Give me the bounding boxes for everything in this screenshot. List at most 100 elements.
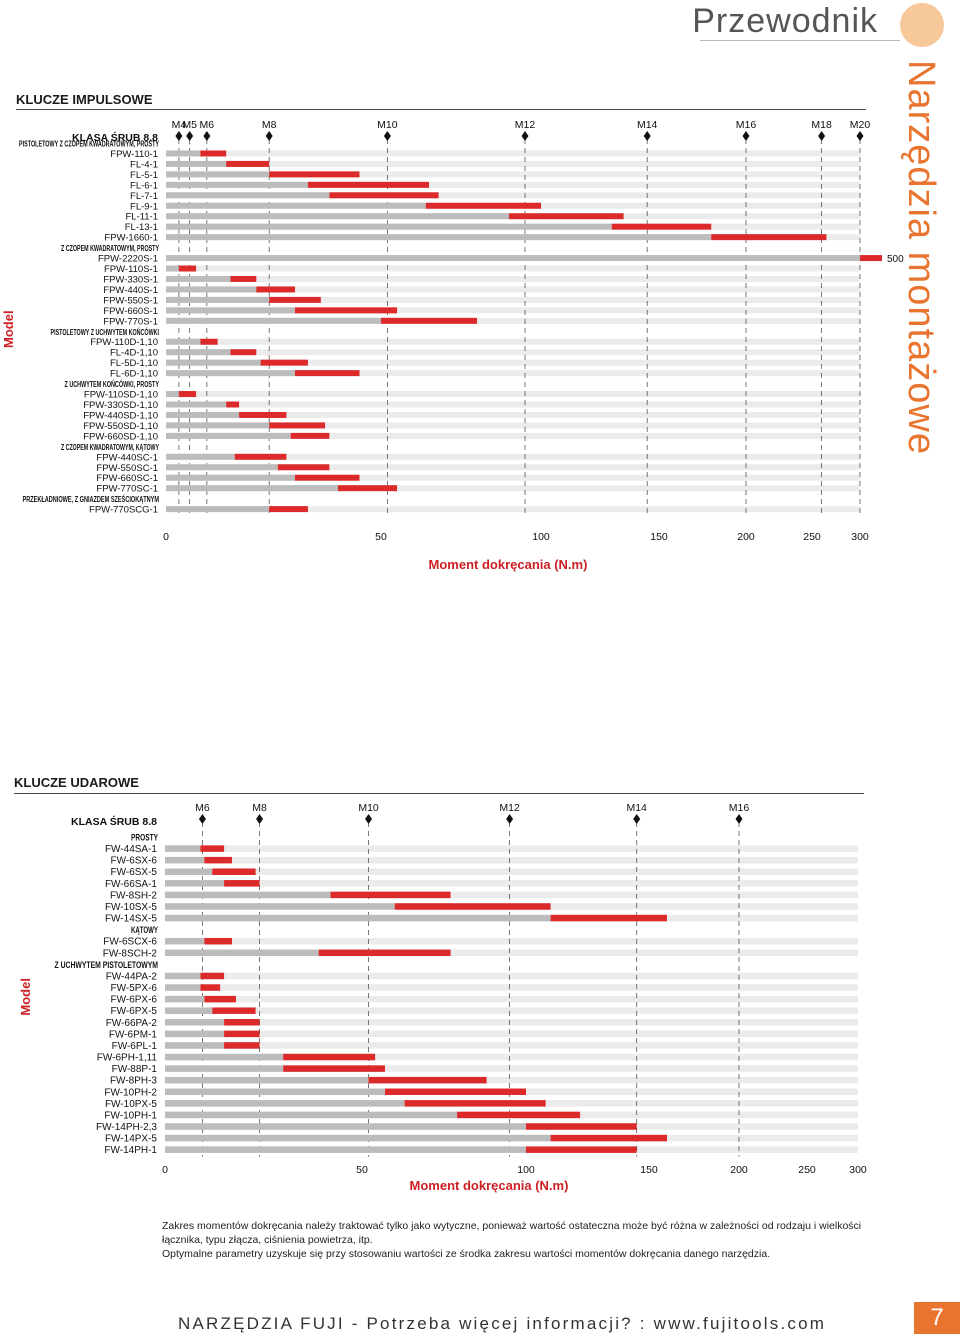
bar-track bbox=[165, 937, 858, 945]
model-label: FPW-2220S-1 bbox=[98, 254, 158, 265]
x-tick-label: 200 bbox=[730, 1164, 748, 1176]
x-tick-label: 100 bbox=[517, 1164, 535, 1176]
bolt-marker-icon bbox=[818, 131, 826, 141]
torque-range-bar bbox=[224, 1042, 260, 1049]
model-label: FW-14PX-5 bbox=[105, 1134, 157, 1145]
model-label: FPW-1660-1 bbox=[104, 233, 158, 244]
bar-track bbox=[166, 349, 860, 356]
torque-range-bar bbox=[394, 903, 551, 910]
torque-range-bar bbox=[330, 891, 451, 899]
bar-track bbox=[166, 171, 860, 178]
torque-range-bar bbox=[711, 234, 827, 241]
bar-base bbox=[166, 275, 231, 282]
torque-range-bar bbox=[200, 972, 225, 980]
bar-base bbox=[166, 202, 426, 209]
x-tick-label: 50 bbox=[375, 531, 387, 543]
page-number: 7 bbox=[914, 1302, 960, 1334]
bar-base bbox=[165, 1007, 213, 1014]
bar-base bbox=[165, 995, 205, 1003]
bolt-marker-icon bbox=[175, 131, 183, 141]
bar-base bbox=[166, 401, 227, 408]
model-label: FPW-550SC-1 bbox=[96, 463, 158, 474]
torque-range-bar bbox=[269, 506, 308, 513]
bar-track bbox=[166, 359, 860, 366]
bar-base bbox=[166, 359, 261, 366]
bar-track bbox=[166, 192, 860, 199]
x-tick-label: 250 bbox=[798, 1164, 816, 1176]
torque-range-bar bbox=[295, 370, 360, 377]
bar-base bbox=[166, 338, 201, 345]
bolt-size-label: M6 bbox=[195, 802, 210, 814]
header-divider bbox=[700, 40, 900, 41]
torque-range-bar bbox=[509, 213, 624, 220]
group-label: Z CZOPEM KWADRATOWYM, KĄTOWY bbox=[61, 443, 159, 452]
impact-section-title: KLUCZE IMPULSOWE bbox=[16, 92, 153, 107]
bar-track bbox=[165, 1019, 858, 1026]
bar-track bbox=[165, 949, 858, 957]
x-tick-label: 300 bbox=[849, 1164, 867, 1176]
model-label: FPW-330S-1 bbox=[103, 274, 158, 285]
model-label: FW-6PX-6 bbox=[111, 995, 158, 1006]
bar-track bbox=[166, 150, 860, 157]
bar-base bbox=[165, 880, 225, 887]
bar-track bbox=[166, 317, 860, 324]
bolt-marker-icon bbox=[521, 131, 529, 141]
bolt-marker-icon bbox=[633, 814, 641, 824]
bar-base bbox=[165, 903, 395, 910]
bolt-size-label: M12 bbox=[499, 802, 520, 814]
bar-track bbox=[166, 506, 860, 513]
bolt-size-label: M18 bbox=[811, 119, 832, 131]
group-label: Z UCHWYTEM KOŃCÓWKI, PROSTY bbox=[65, 380, 160, 389]
torque-range-bar bbox=[277, 464, 330, 471]
model-label: FL-9-1 bbox=[130, 201, 158, 212]
bar-base bbox=[166, 349, 231, 356]
bolt-marker-icon bbox=[742, 131, 750, 141]
bar-track bbox=[166, 181, 860, 188]
bolt-marker-icon bbox=[383, 131, 391, 141]
bolt-marker-icon bbox=[265, 131, 273, 141]
torque-range-bar bbox=[860, 255, 882, 262]
model-label: FPW-550S-1 bbox=[103, 295, 158, 306]
bolt-class-label: KLASA ŚRUB 8.8 bbox=[72, 131, 158, 144]
group-label: PROSTY bbox=[131, 833, 158, 843]
x-tick-label: 100 bbox=[532, 531, 550, 543]
bar-base bbox=[165, 1100, 405, 1107]
torque-range-bar bbox=[239, 411, 287, 418]
model-label: FW-8PH-3 bbox=[110, 1076, 157, 1087]
bar-base bbox=[166, 391, 179, 398]
torque-range-bar bbox=[224, 1030, 260, 1038]
torque-range-bar bbox=[329, 192, 439, 199]
model-axis-label: Model bbox=[18, 978, 33, 1016]
model-label: FPW-330SD-1,10 bbox=[83, 400, 158, 411]
bar-track bbox=[166, 296, 860, 303]
note-line-1: Zakres momentów dokręcania należy trakto… bbox=[162, 1220, 862, 1246]
torque-range-bar bbox=[338, 485, 397, 492]
bolt-size-label: M14 bbox=[626, 802, 647, 814]
bolt-marker-icon bbox=[198, 814, 206, 824]
model-label: FW-6SX-5 bbox=[111, 867, 158, 878]
torque-range-bar bbox=[260, 359, 308, 366]
bar-base bbox=[166, 307, 295, 314]
model-label: FL-6D-1,10 bbox=[110, 369, 158, 380]
bar-base bbox=[166, 296, 270, 303]
bolt-marker-icon bbox=[735, 814, 743, 824]
torque-range-bar bbox=[212, 1007, 256, 1014]
model-label: FW-10PX-5 bbox=[105, 1099, 157, 1110]
header-circle-decoration bbox=[900, 3, 944, 47]
x-tick-label: 0 bbox=[162, 1164, 168, 1176]
bar-base bbox=[165, 1076, 369, 1084]
group-label: PISTOLETOWY Z UCHWYTEM KOŃCÓWKI bbox=[51, 328, 160, 337]
page-title: Przewodnik bbox=[692, 2, 878, 40]
bar-track bbox=[166, 370, 860, 377]
bar-base bbox=[166, 255, 860, 262]
bar-track bbox=[166, 391, 860, 398]
impact2-section-rule bbox=[14, 793, 864, 794]
bar-track bbox=[166, 265, 860, 272]
model-label: FL-6-1 bbox=[130, 180, 158, 191]
bar-track bbox=[166, 411, 860, 418]
bar-track bbox=[165, 845, 858, 852]
bar-base bbox=[165, 914, 551, 922]
impact2-section-title: KLUCZE UDAROWE bbox=[14, 775, 139, 790]
torque-range-bar bbox=[230, 275, 257, 282]
